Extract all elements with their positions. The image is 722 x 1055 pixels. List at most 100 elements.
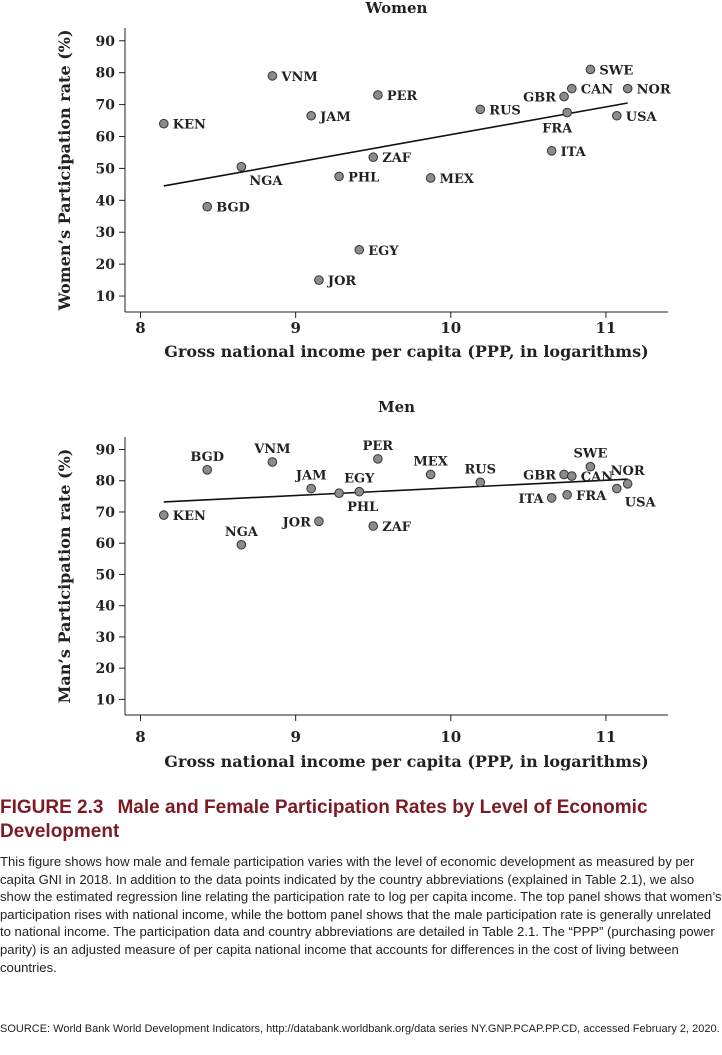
- data-point: [622, 479, 633, 489]
- data-point: [546, 493, 557, 503]
- y-tick-label: 90: [96, 34, 116, 50]
- x-tick-label: 10: [440, 728, 461, 746]
- data-point: [354, 244, 365, 255]
- point-label: ITA: [561, 145, 587, 160]
- data-point: [158, 510, 169, 520]
- figure-title: FIGURE 2.3 Male and Female Participation …: [0, 796, 700, 844]
- y-tick-label: 10: [96, 289, 116, 305]
- point-label: ZAF: [382, 520, 412, 535]
- data-point: [585, 64, 596, 75]
- point-label: MEX: [440, 172, 475, 187]
- y-tick-label: 30: [96, 225, 116, 241]
- point-label: USA: [625, 496, 657, 511]
- point-label: SWE: [599, 63, 633, 78]
- point-label: PHL: [347, 500, 378, 515]
- point-label: CAN: [581, 83, 613, 98]
- point-label: FRA: [576, 489, 607, 504]
- y-tick-label: 80: [96, 66, 116, 82]
- point-label: JOR: [282, 515, 311, 530]
- data-point: [267, 71, 278, 81]
- point-label: NOR: [611, 464, 645, 479]
- data-point: [354, 486, 365, 497]
- regression-line: [163, 102, 628, 187]
- data-point: [622, 83, 633, 94]
- figure-charts: Women 10 20 30 40 50 60 70 80 90 8 9 10 11 Gross natio…: [55, 0, 671, 771]
- point-label: GBR: [523, 468, 556, 483]
- data-point: [306, 110, 316, 121]
- men-panel: Men 10 20 30 40 50 60 70 80 90 8 9 10 11 Gross nationa…: [55, 398, 668, 771]
- x-tick-label: 10: [440, 319, 461, 337]
- point-label: PHL: [348, 170, 379, 185]
- data-point: [559, 469, 569, 480]
- y-tick-label: 50: [96, 567, 116, 583]
- y-axis-label: Women’s Participation rate (%): [55, 29, 74, 311]
- y-tick-label: 50: [96, 161, 116, 177]
- point-label: BGD: [190, 450, 224, 465]
- y-tick-label: 40: [96, 193, 116, 209]
- point-label: JOR: [327, 274, 356, 289]
- data-point: [562, 489, 572, 500]
- y-tick-label: 20: [96, 661, 116, 677]
- data-point: [475, 477, 486, 488]
- point-label: NGA: [249, 174, 283, 189]
- data-point: [236, 539, 247, 550]
- data-point: [373, 454, 383, 464]
- figure-source: SOURCE: World Bank World Development Ind…: [0, 1023, 720, 1035]
- point-label: FRA: [542, 122, 573, 137]
- data-point: [158, 118, 169, 129]
- data-point: [425, 173, 436, 183]
- point-label: EGY: [368, 244, 399, 259]
- y-tick-label: 90: [96, 442, 116, 458]
- point-label: CAN: [581, 470, 613, 485]
- chart-title: Men: [378, 398, 415, 416]
- y-tick-label: 10: [96, 692, 116, 708]
- x-axis-label: Gross national income per capita (PPP, i…: [164, 342, 648, 361]
- y-tick-label: 60: [96, 129, 116, 145]
- point-label: EGY: [344, 472, 375, 487]
- data-point: [314, 275, 324, 285]
- point-label: NOR: [637, 83, 671, 98]
- data-point: [368, 521, 379, 531]
- point-label: PER: [387, 89, 418, 104]
- data-point: [585, 461, 596, 472]
- point-label: BGD: [216, 201, 250, 216]
- y-tick-label: 70: [96, 505, 116, 521]
- point-label: RUS: [489, 103, 521, 118]
- y-axis-label: Man’s Participation rate (%): [55, 449, 74, 704]
- y-tick-label: 30: [96, 630, 116, 646]
- data-point: [334, 488, 344, 499]
- data-point: [612, 483, 622, 494]
- x-tick-label: 11: [596, 728, 617, 746]
- data-point: [334, 171, 344, 182]
- figure-number: FIGURE 2.3: [0, 797, 104, 818]
- chart-title: Women: [365, 0, 428, 17]
- data-point: [236, 162, 247, 172]
- point-label: JAM: [295, 469, 327, 484]
- data-point: [612, 110, 622, 121]
- x-tick-label: 9: [290, 728, 300, 746]
- point-label: USA: [626, 110, 658, 125]
- point-label: NGA: [225, 525, 259, 540]
- point-label: VNM: [280, 70, 317, 85]
- point-label: KEN: [173, 118, 206, 133]
- point-label: PER: [363, 439, 394, 454]
- x-tick-label: 11: [596, 319, 617, 337]
- data-point: [567, 471, 577, 481]
- y-tick-label: 60: [96, 536, 116, 552]
- data-point: [562, 107, 572, 118]
- x-tick-label: 8: [135, 728, 145, 746]
- data-point: [267, 457, 278, 467]
- data-point: [373, 90, 383, 100]
- data-point: [314, 516, 324, 527]
- data-point: [202, 201, 213, 212]
- point-label: ITA: [519, 492, 545, 507]
- data-point: [475, 104, 486, 115]
- point-label: SWE: [573, 447, 607, 462]
- point-label: ZAF: [382, 151, 412, 166]
- x-tick-label: 8: [135, 319, 145, 337]
- x-tick-label: 9: [290, 319, 300, 337]
- data-point: [559, 91, 569, 102]
- data-point: [567, 83, 577, 94]
- figure-caption: This figure shows how male and female pa…: [0, 854, 722, 975]
- point-label: GBR: [523, 91, 556, 106]
